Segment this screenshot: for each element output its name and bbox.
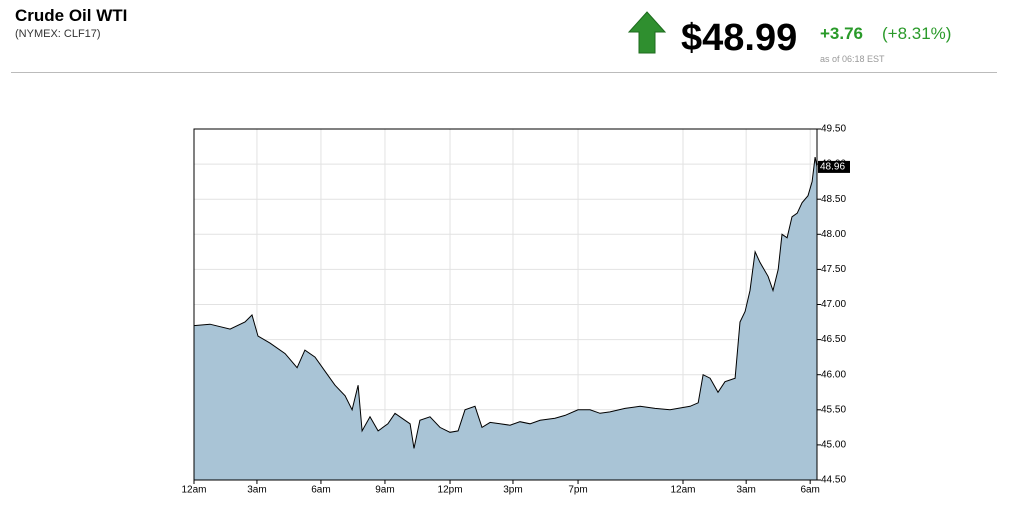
y-tick-label: 44.50 — [821, 475, 846, 486]
y-tick-label: 48.50 — [821, 194, 846, 205]
x-tick-label: 12pm — [438, 485, 463, 496]
y-tick-label: 46.00 — [821, 369, 846, 380]
divider — [11, 72, 997, 73]
change-pct: (+8.31%) — [882, 24, 952, 43]
up-arrow — [627, 11, 667, 54]
price-line — [193, 157, 818, 449]
y-tick-label: 47.00 — [821, 299, 846, 310]
y-tick-label: 45.00 — [821, 440, 846, 451]
x-tick-label: 7pm — [568, 485, 587, 496]
plot-frame — [193, 128, 818, 481]
x-tick-label: 6am — [311, 485, 330, 496]
change: +3.76 — [820, 24, 864, 43]
x-tick-label: 9am — [375, 485, 394, 496]
area-fill — [194, 157, 817, 480]
y-tick-label: 49.50 — [821, 124, 846, 135]
x-tick-label: 3am — [736, 485, 755, 496]
y-tick-label: 48.00 — [821, 229, 846, 240]
x-tick-label: 12am — [671, 485, 696, 496]
y-tick-label: 45.50 — [821, 404, 846, 415]
x-tick-label: 3pm — [503, 485, 522, 496]
last-price-label: 48.96 — [820, 162, 845, 173]
x-tick-label: 12am — [181, 485, 206, 496]
title: Crude Oil WTI — [15, 6, 128, 25]
x-tick-label: 6am — [800, 485, 819, 496]
as-of: as of 06:18 EST — [820, 54, 885, 64]
y-tick-label: 46.50 — [821, 334, 846, 345]
price: $48.99 — [681, 17, 798, 59]
y-tick-label: 47.50 — [821, 264, 846, 275]
subtitle: (NYMEX: CLF17) — [15, 28, 101, 40]
x-tick-label: 3am — [247, 485, 266, 496]
last-price-box — [818, 160, 850, 173]
